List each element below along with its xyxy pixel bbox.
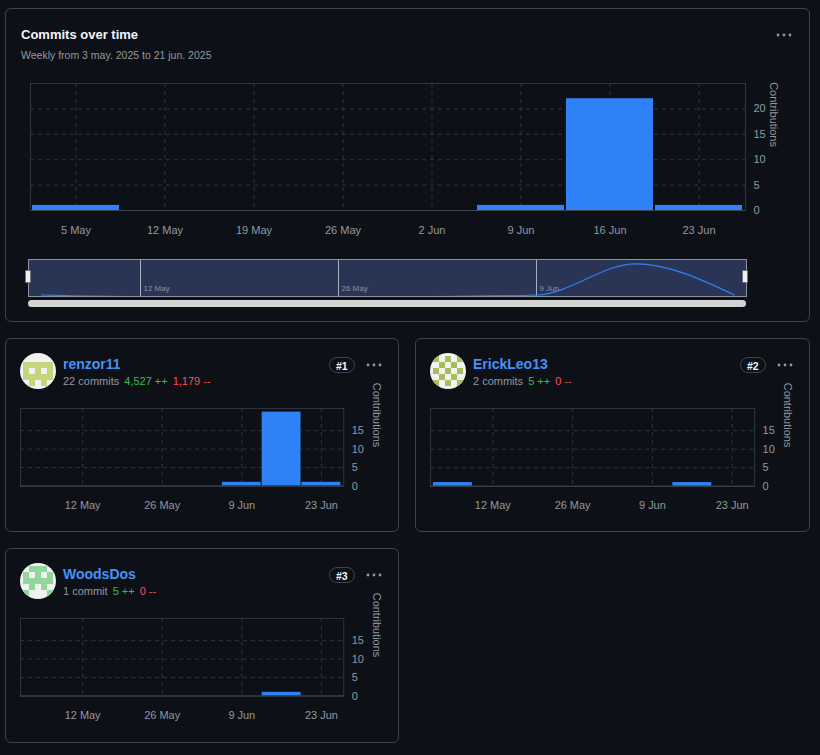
svg-text:10: 10 <box>352 443 364 455</box>
svg-text:10: 10 <box>763 443 775 455</box>
svg-text:12 May: 12 May <box>65 709 101 721</box>
html-text:renzor11: renzor11 <box>63 356 121 372</box>
html-text:#1: #1 <box>336 360 348 372</box>
svg-text:9 Jun: 9 Jun <box>228 709 255 721</box>
svg-text:0: 0 <box>754 204 760 216</box>
svg-text:15: 15 <box>352 634 364 646</box>
svg-text:15: 15 <box>754 128 766 140</box>
svg-text:5: 5 <box>352 461 358 473</box>
svg-text:Contributions: Contributions <box>768 82 780 147</box>
svg-text:10: 10 <box>754 153 766 165</box>
svg-text:5: 5 <box>763 461 769 473</box>
svg-text:0: 0 <box>352 690 358 702</box>
svg-text:5: 5 <box>352 671 358 683</box>
svg-text:5: 5 <box>754 179 760 191</box>
html-text:WoodsDos: WoodsDos <box>63 566 136 582</box>
svg-text:26 May: 26 May <box>555 499 591 511</box>
html-text:ErickLeo13: ErickLeo13 <box>473 356 548 372</box>
svg-text:23 Jun: 23 Jun <box>682 224 715 236</box>
svg-text:10: 10 <box>352 653 364 665</box>
svg-text:19 May: 19 May <box>236 224 273 236</box>
svg-text:16 Jun: 16 Jun <box>593 224 626 236</box>
svg-text:9 Jun: 9 Jun <box>540 284 560 293</box>
html-text:#2: #2 <box>747 360 759 372</box>
html-text:Weekly from 3 may. 2025 to 21: Weekly from 3 may. 2025 to 21 jun. 2025 <box>21 49 212 61</box>
svg-text:12 May: 12 May <box>65 499 101 511</box>
svg-text:26 May: 26 May <box>144 499 180 511</box>
html-text:Commits over time: Commits over time <box>21 27 138 42</box>
svg-text:26 May: 26 May <box>325 224 362 236</box>
svg-text:12 May: 12 May <box>475 499 511 511</box>
svg-text:Contributions: Contributions <box>371 383 383 448</box>
svg-text:12 May: 12 May <box>147 224 184 236</box>
html-text:2 commits 5 ++ 0 --: 2 commits 5 ++ 0 -- <box>473 375 572 387</box>
svg-text:23 Jun: 23 Jun <box>305 709 338 721</box>
svg-text:15: 15 <box>763 424 775 436</box>
svg-text:9 Jun: 9 Jun <box>228 499 255 511</box>
svg-text:9 Jun: 9 Jun <box>639 499 666 511</box>
svg-text:26 May: 26 May <box>144 709 180 721</box>
svg-text:26 May: 26 May <box>342 284 368 293</box>
svg-text:20: 20 <box>754 102 766 114</box>
svg-text:23 Jun: 23 Jun <box>305 499 338 511</box>
html-text:22 commits 4,527 ++ 1,179 --: 22 commits 4,527 ++ 1,179 -- <box>63 375 211 387</box>
html-text:#3: #3 <box>336 570 348 582</box>
svg-text:0: 0 <box>352 480 358 492</box>
svg-text:23 Jun: 23 Jun <box>716 499 749 511</box>
svg-text:9 Jun: 9 Jun <box>508 224 535 236</box>
svg-text:0: 0 <box>763 480 769 492</box>
svg-text:Contributions: Contributions <box>371 593 383 658</box>
svg-text:5 May: 5 May <box>61 224 91 236</box>
svg-text:12 May: 12 May <box>144 284 170 293</box>
svg-text:2 Jun: 2 Jun <box>419 224 446 236</box>
svg-text:Contributions: Contributions <box>782 383 794 448</box>
html-text:1 commit 5 ++ 0 --: 1 commit 5 ++ 0 -- <box>63 585 157 597</box>
svg-text:15: 15 <box>352 424 364 436</box>
